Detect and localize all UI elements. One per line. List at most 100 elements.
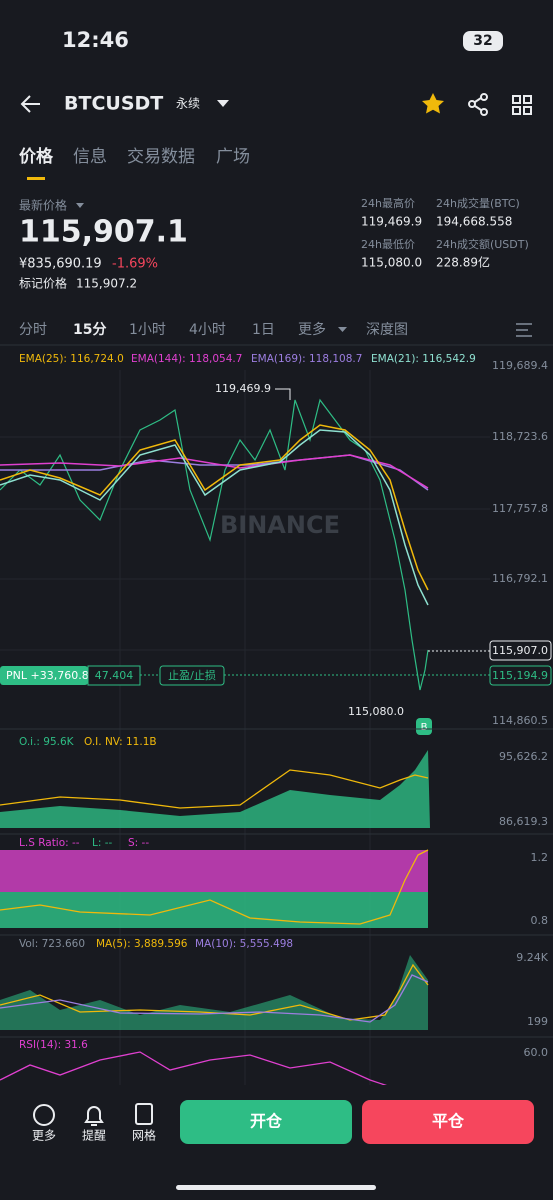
price-label: 最新价格 xyxy=(19,198,67,213)
tab[interactable]: 交易数据 xyxy=(127,147,195,167)
oi-label: O.i.: 95.6K xyxy=(19,736,75,748)
position-size: 47.404 xyxy=(95,669,134,682)
grid-icon[interactable] xyxy=(135,1103,153,1125)
grid xyxy=(0,370,490,1090)
oi-label: O.I. NV: 11.1B xyxy=(84,736,157,748)
tab[interactable]: 广场 xyxy=(216,147,250,167)
rsi-label: RSI(14): 31.6 xyxy=(19,1039,88,1051)
vol-label: MA(5): 3,889.596 xyxy=(96,938,188,950)
more-icon[interactable] xyxy=(33,1104,55,1126)
watermark: BINANCE xyxy=(220,511,340,539)
rsi-line xyxy=(0,1051,401,1091)
price-path xyxy=(0,398,429,691)
ema-line xyxy=(0,424,429,591)
axis-label: 117,757.8 xyxy=(492,502,548,515)
current-price: 115,907.0 xyxy=(492,644,548,657)
close-button[interactable] xyxy=(362,1100,534,1144)
pnl-box[interactable] xyxy=(0,666,88,685)
short-area xyxy=(0,850,428,892)
stat-label: 24h成交量(BTC) xyxy=(436,196,520,210)
stat-label: 24h最低价 xyxy=(361,238,415,251)
axis-label: 86,619.3 xyxy=(499,815,548,828)
tpsl[interactable]: 止盈/止损 xyxy=(168,668,216,682)
ema-label: EMA(144): 118,054.7 xyxy=(131,353,242,365)
favorite[interactable] xyxy=(422,93,444,114)
size-box xyxy=(87,665,141,686)
tpsl-box[interactable] xyxy=(159,665,225,686)
time: 12:46 xyxy=(62,28,129,52)
buy-marker xyxy=(416,718,432,735)
battery xyxy=(463,31,503,51)
liq-box xyxy=(489,665,552,686)
dropdown[interactable] xyxy=(76,203,84,208)
stat-value: 115,080.0 xyxy=(361,256,422,270)
liq-price: 115,194.9 xyxy=(492,669,548,682)
contract-tag: 永续 xyxy=(176,97,200,111)
stat-label: 24h最高价 xyxy=(361,196,415,210)
open-label[interactable]: 开仓 xyxy=(250,1112,283,1131)
ls-label: L: -- xyxy=(92,837,113,849)
ema-label: EMA(21): 116,542.9 xyxy=(371,353,476,365)
back[interactable] xyxy=(20,95,40,113)
interval-bar: 分时 15分 1小时 4小时 1日 更多 深度图 xyxy=(19,321,408,338)
ls-label: L.S Ratio: -- xyxy=(19,837,80,849)
home-indicator xyxy=(176,1185,376,1190)
symbol-dropdown[interactable] xyxy=(217,100,229,107)
alert[interactable]: 提醒 xyxy=(82,1128,106,1143)
tab-indicator xyxy=(27,177,45,180)
stat-value: 119,469.9 xyxy=(361,215,422,229)
interval[interactable]: 更多 xyxy=(298,321,326,338)
axis-label: 0.8 xyxy=(531,914,549,927)
interval[interactable]: 4小时 xyxy=(189,322,226,338)
battery-level: 32 xyxy=(473,33,492,49)
tab[interactable]: 信息 xyxy=(73,147,107,167)
ls-label: S: -- xyxy=(128,837,149,849)
pnl: PNL +33,760.89 xyxy=(6,669,96,682)
tab[interactable]: 价格 xyxy=(19,146,54,167)
symbol[interactable]: BTCUSDT xyxy=(64,93,163,115)
current-box xyxy=(489,640,552,661)
vol-ma xyxy=(0,963,429,1021)
oi-line xyxy=(0,769,429,809)
interval[interactable]: 15分 xyxy=(73,322,106,338)
interval[interactable]: 1小时 xyxy=(129,322,166,338)
alert-icon[interactable] xyxy=(84,1106,104,1126)
more[interactable]: 更多 xyxy=(32,1129,56,1143)
low-label: 115,080.0 xyxy=(348,705,404,718)
high-pointer xyxy=(275,388,291,400)
last-price: 115,907.1 xyxy=(19,215,188,250)
cny-price: ¥835,690.19 xyxy=(19,257,102,272)
vol-label: MA(10): 5,555.498 xyxy=(195,938,293,950)
grid-bot[interactable]: 网格 xyxy=(132,1128,156,1143)
axis-label: 1.2 xyxy=(531,851,549,864)
settings[interactable] xyxy=(516,323,532,337)
buy-label: B xyxy=(421,722,428,733)
interval[interactable]: 深度图 xyxy=(366,322,408,338)
open-button[interactable] xyxy=(180,1100,352,1144)
interval[interactable]: 分时 xyxy=(19,322,47,338)
axis-label: 60.0 xyxy=(524,1046,549,1059)
share[interactable] xyxy=(468,93,488,116)
axis-label: 118,723.6 xyxy=(492,430,548,443)
ema-line xyxy=(0,454,429,489)
dropdown[interactable] xyxy=(338,327,347,332)
axis-label: 114,860.5 xyxy=(492,714,548,727)
stat-value: 228.89亿 xyxy=(436,255,490,270)
close-label[interactable]: 平仓 xyxy=(432,1112,465,1131)
oi-area xyxy=(0,750,430,828)
layout[interactable] xyxy=(512,95,532,115)
ema-label: EMA(169): 118,108.7 xyxy=(251,353,362,365)
change: -1.69% xyxy=(112,257,158,272)
axis-label: 199 xyxy=(527,1015,548,1028)
mark-label: 标记价格 xyxy=(19,276,67,291)
vol-ma xyxy=(0,974,429,1023)
vol-area xyxy=(0,955,428,1030)
axis-label: 119,689.4 xyxy=(492,359,548,372)
high-label: 119,469.9 xyxy=(215,382,271,395)
interval[interactable]: 1日 xyxy=(252,322,275,338)
ls-line xyxy=(0,849,429,925)
ema-line xyxy=(0,429,429,606)
